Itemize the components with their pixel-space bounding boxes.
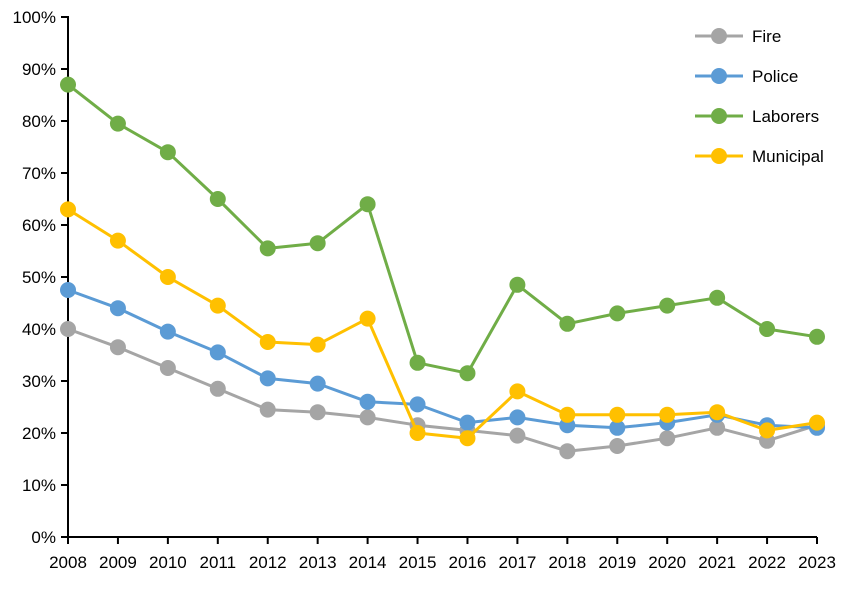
- data-point-municipal-2011: [209, 297, 226, 314]
- x-axis-label: 2021: [698, 553, 736, 572]
- data-point-municipal-2016: [459, 430, 476, 447]
- data-point-laborers-2010: [159, 144, 176, 161]
- y-axis-label: 40%: [22, 320, 56, 339]
- legend-label-fire: Fire: [752, 27, 781, 46]
- legend-label-laborers: Laborers: [752, 107, 819, 126]
- series-line-fire: [67, 327, 818, 453]
- data-point-laborers-2021: [709, 289, 726, 306]
- data-point-municipal-2019: [609, 406, 626, 423]
- y-axis-label: 0%: [31, 528, 56, 547]
- data-point-fire-2011: [209, 380, 226, 397]
- x-axis-label: 2010: [149, 553, 187, 572]
- data-point-laborers-2011: [209, 191, 226, 207]
- data-point-laborers-2008: [60, 76, 76, 93]
- x-axis-label: 2015: [399, 553, 437, 572]
- x-axis-label: 2016: [449, 553, 487, 572]
- data-point-police-2013: [309, 375, 326, 392]
- data-point-fire-2018: [559, 443, 576, 460]
- data-point-fire-2017: [509, 427, 526, 444]
- data-point-police-2016: [459, 414, 476, 431]
- data-point-police-2010: [159, 323, 176, 340]
- data-point-laborers-2014: [359, 196, 376, 213]
- series-line-municipal: [67, 208, 818, 440]
- data-point-fire-2020: [659, 430, 676, 447]
- data-point-fire-2008: [60, 321, 76, 337]
- x-axis-label: 2020: [648, 553, 686, 572]
- x-axis-label: 2018: [548, 553, 586, 572]
- series-line-police: [67, 288, 818, 430]
- data-point-municipal-2008: [60, 201, 76, 218]
- data-point-municipal-2009: [109, 232, 126, 249]
- legend-marker-police: [711, 68, 727, 84]
- series-line-laborers: [67, 83, 818, 375]
- x-axis-label: 2011: [200, 553, 237, 572]
- data-point-laborers-2022: [759, 321, 776, 337]
- data-point-laborers-2016: [459, 365, 476, 382]
- data-point-fire-2012: [259, 401, 276, 418]
- data-point-laborers-2023: [809, 328, 825, 345]
- data-point-laborers-2020: [659, 297, 676, 314]
- x-axis-label: 2008: [49, 553, 87, 572]
- legend-label-municipal: Municipal: [752, 147, 824, 166]
- legend-marker-laborers: [711, 108, 727, 124]
- y-axis-label: 50%: [22, 268, 56, 287]
- data-point-laborers-2012: [259, 240, 276, 257]
- x-axis-label: 2014: [349, 553, 387, 572]
- data-point-municipal-2014: [359, 310, 376, 327]
- data-point-municipal-2012: [259, 334, 276, 350]
- data-point-fire-2013: [309, 404, 326, 421]
- axes: [67, 16, 817, 538]
- data-point-municipal-2018: [559, 406, 576, 423]
- y-axis-label: 60%: [22, 216, 56, 235]
- data-point-municipal-2015: [409, 425, 426, 441]
- x-axis-label: 2019: [598, 553, 636, 572]
- data-point-fire-2021: [709, 419, 726, 436]
- data-point-municipal-2022: [759, 422, 776, 439]
- x-axis-label: 2012: [249, 553, 287, 572]
- x-axis-label: 2013: [299, 553, 337, 572]
- data-point-laborers-2017: [509, 276, 526, 293]
- legend-label-police: Police: [752, 67, 798, 86]
- x-axis-label: 2022: [748, 553, 786, 572]
- y-axis-label: 20%: [22, 424, 56, 443]
- data-point-police-2019: [609, 419, 626, 436]
- legend-marker-municipal: [711, 148, 727, 164]
- x-axis-label: 2009: [99, 553, 137, 572]
- y-axis-label: 100%: [13, 8, 56, 27]
- data-point-laborers-2019: [609, 305, 626, 322]
- data-point-municipal-2010: [159, 269, 176, 285]
- data-point-police-2011: [209, 344, 226, 361]
- data-point-laborers-2009: [109, 115, 126, 132]
- legend-marker-fire: [711, 28, 727, 44]
- data-point-police-2008: [60, 282, 76, 298]
- x-axis-label: 2023: [798, 553, 836, 572]
- data-point-police-2017: [509, 409, 526, 426]
- y-axis-label: 10%: [22, 476, 56, 495]
- y-axis-label: 30%: [22, 372, 56, 391]
- data-point-police-2012: [259, 370, 276, 387]
- data-point-fire-2019: [609, 438, 626, 454]
- data-point-police-2009: [109, 300, 126, 317]
- data-point-fire-2014: [359, 409, 376, 426]
- data-point-police-2014: [359, 393, 376, 410]
- data-point-municipal-2013: [309, 336, 326, 353]
- data-point-municipal-2021: [709, 404, 726, 421]
- data-point-police-2015: [409, 396, 426, 413]
- y-axis-label: 90%: [22, 60, 56, 79]
- data-point-fire-2010: [159, 360, 176, 376]
- data-point-municipal-2023: [809, 414, 825, 431]
- data-point-municipal-2017: [509, 383, 526, 400]
- y-axis-label: 70%: [22, 164, 56, 183]
- data-point-municipal-2020: [659, 406, 676, 423]
- x-axis-label: 2017: [498, 553, 536, 572]
- y-axis-label: 80%: [22, 112, 56, 131]
- data-point-laborers-2013: [309, 235, 326, 252]
- data-point-laborers-2015: [409, 354, 426, 371]
- data-point-fire-2009: [109, 339, 126, 356]
- data-point-laborers-2018: [559, 315, 576, 332]
